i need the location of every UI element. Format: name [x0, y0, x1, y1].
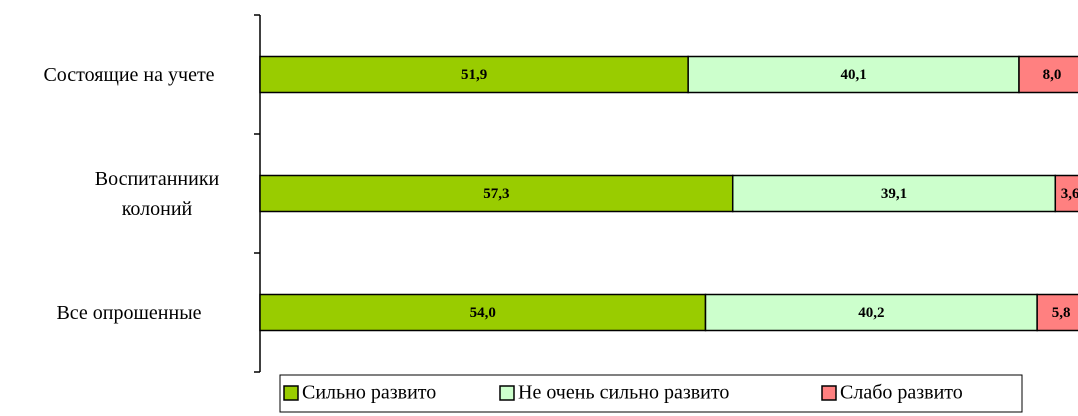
legend-label: Сильно развито — [302, 382, 436, 404]
legend-swatch — [283, 385, 299, 401]
value-label: 51,9 — [461, 67, 487, 83]
legend-swatch — [821, 385, 837, 401]
bar-segment — [259, 55, 689, 94]
value-label: 57,3 — [483, 186, 509, 202]
bar-segment — [1018, 55, 1078, 94]
value-label: 40,1 — [840, 67, 866, 83]
legend-swatch — [499, 385, 515, 401]
category-label: Все опрошенные — [56, 301, 202, 324]
value-label: 3,6 — [1061, 186, 1078, 202]
value-label: 54,0 — [470, 305, 496, 321]
bar-segment — [704, 293, 1038, 332]
legend-label: Слабо развито — [840, 382, 963, 404]
bar-segment — [1054, 174, 1078, 213]
legend-box — [279, 374, 1023, 413]
value-label: 8,0 — [1043, 67, 1062, 83]
legend-label: Не очень сильно развито — [518, 382, 729, 404]
value-label: 39,1 — [881, 186, 907, 202]
value-label: 5,8 — [1052, 305, 1071, 321]
bar-segment — [1036, 293, 1078, 332]
category-label: Состоящие на учете — [43, 63, 215, 86]
bar-segment — [687, 55, 1020, 94]
value-label: 40,2 — [858, 305, 884, 321]
category-label: Воспитанники колоний — [94, 167, 220, 220]
